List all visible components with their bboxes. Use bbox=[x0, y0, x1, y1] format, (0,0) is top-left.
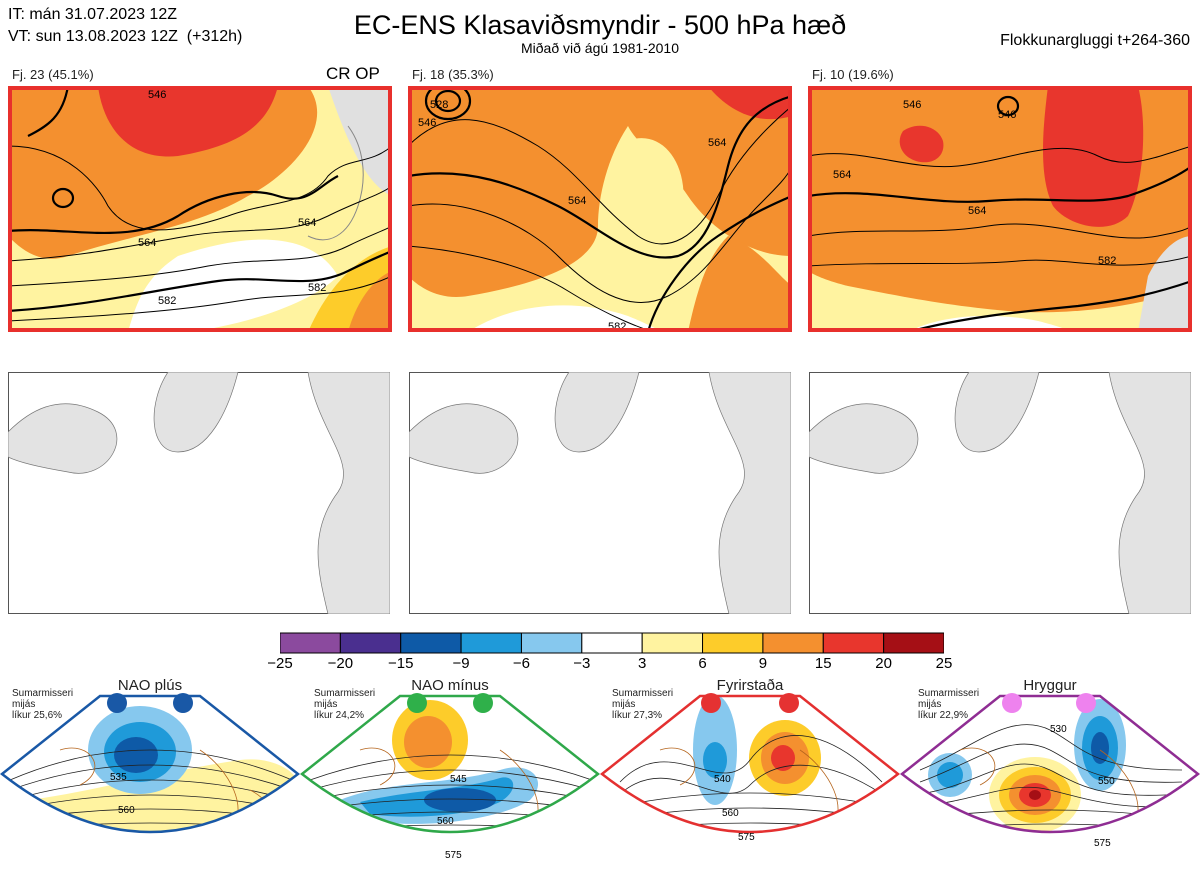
colorbar-tick-label: −20 bbox=[327, 655, 354, 672]
contour-label: 575 bbox=[1094, 838, 1111, 849]
regime-map-ridge: 530 550 575 bbox=[900, 693, 1200, 849]
contour-label: 535 bbox=[110, 772, 127, 783]
colorbar-cell bbox=[581, 632, 643, 654]
colorbar bbox=[280, 632, 944, 654]
regime-map-nao-plus: 535 560 bbox=[0, 693, 301, 834]
contour-label: 575 bbox=[738, 832, 755, 843]
cluster-2-label: Fj. 18 (35.3%) bbox=[412, 67, 494, 82]
colorbar-cell bbox=[883, 632, 944, 654]
contour-label: 582 bbox=[1098, 255, 1116, 267]
cluster-3-label: Fj. 10 (19.6%) bbox=[812, 67, 894, 82]
regime-4-note: Sumarmisseri mijás líkur 22,9% bbox=[918, 688, 980, 721]
page-subtitle: Miðað við ágú 1981-2010 bbox=[520, 40, 679, 56]
contour-label: 528 bbox=[430, 99, 448, 111]
empty-map-2 bbox=[409, 372, 791, 614]
colorbar-cell bbox=[702, 632, 764, 654]
contour-label: 546 bbox=[998, 109, 1016, 121]
header-dates: IT: mán 31.07.2023 12Z VT: sun 13.08.2023… bbox=[8, 4, 242, 48]
contour-label: 560 bbox=[437, 816, 454, 827]
contour-label: 546 bbox=[903, 99, 921, 111]
contour-label: 560 bbox=[722, 808, 739, 819]
cluster-1-label: Fj. 23 (45.1%) bbox=[12, 67, 94, 82]
regime-1-note: Sumarmisseri mijás líkur 25,6% bbox=[12, 688, 74, 721]
vt-line: VT: sun 13.08.2023 12Z (+312h) bbox=[8, 28, 243, 45]
contour-label: 582 bbox=[308, 282, 326, 294]
colorbar-tick-label: −25 bbox=[267, 655, 293, 672]
contour-label: 564 bbox=[968, 205, 986, 217]
regime-2-note: Sumarmisseri mijás líkur 24,2% bbox=[314, 688, 376, 721]
colorbar-cell bbox=[641, 632, 704, 654]
contour-label: 540 bbox=[714, 774, 731, 785]
contour-label: 564 bbox=[568, 195, 586, 207]
contour-label: 564 bbox=[138, 237, 156, 249]
colorbar-tick-label: −15 bbox=[387, 655, 414, 672]
it-line: IT: mán 31.07.2023 12Z bbox=[8, 6, 177, 23]
colorbar-tick-label: 3 bbox=[638, 655, 647, 672]
empty-map-3 bbox=[809, 372, 1191, 614]
colorbar-cell bbox=[762, 632, 824, 654]
contour-label: 550 bbox=[1098, 776, 1115, 787]
cluster-window: Flokkunargluggi t+264-360 bbox=[1000, 32, 1190, 49]
colorbar-tick-label: −6 bbox=[512, 655, 531, 672]
contour-label: 530 bbox=[1050, 724, 1067, 735]
colorbar-tick-label: 9 bbox=[758, 655, 768, 672]
contour-label: 582 bbox=[158, 295, 176, 307]
empty-map-1 bbox=[8, 372, 390, 614]
regime-4-title: Hryggur bbox=[1023, 677, 1077, 694]
cluster-1-tag: CR OP bbox=[326, 64, 380, 83]
cluster-map-2: 528 546 564 564 582 bbox=[408, 86, 792, 332]
cluster-map-3: 546 546 564 564 582 bbox=[808, 86, 1192, 332]
contour-label: 545 bbox=[450, 774, 467, 785]
regime-1-title: NAO plús bbox=[117, 677, 183, 694]
contour-label: 546 bbox=[148, 89, 166, 101]
colorbar-cell bbox=[520, 632, 583, 654]
contour-label: 564 bbox=[708, 137, 726, 149]
colorbar-cell bbox=[460, 632, 522, 654]
colorbar-cell bbox=[339, 632, 402, 654]
page-title: EC-ENS Klasaviðsmyndir - 500 hPa hæð bbox=[353, 10, 847, 40]
colorbar-cell bbox=[822, 632, 885, 654]
regime-map-nao-minus: 545 560 575 bbox=[300, 693, 601, 861]
colorbar-tick-label: 15 bbox=[814, 655, 832, 672]
colorbar-tick-label: 6 bbox=[698, 655, 707, 672]
regime-3-note: Sumarmisseri mijás líkur 27,3% bbox=[612, 688, 674, 721]
regime-2-title: NAO mínus bbox=[411, 677, 489, 694]
contour-label: 582 bbox=[608, 321, 626, 332]
cluster-map-1: 564 582 582 564 546 bbox=[8, 86, 392, 332]
contour-label: 564 bbox=[833, 169, 851, 181]
regime-3-title: Fyrirstaða bbox=[716, 677, 784, 694]
contour-label: 575 bbox=[445, 850, 462, 861]
colorbar-cell bbox=[280, 632, 341, 654]
colorbar-tick-label: 20 bbox=[875, 655, 892, 672]
contour-label: 546 bbox=[418, 117, 436, 129]
contour-label: 560 bbox=[118, 805, 135, 816]
colorbar-tick-label: 25 bbox=[935, 655, 953, 672]
colorbar-tick-label: −3 bbox=[573, 655, 591, 672]
colorbar-cell bbox=[400, 632, 462, 654]
regime-map-blocking: 540 560 575 bbox=[600, 693, 901, 843]
colorbar-tick-label: −9 bbox=[452, 655, 470, 672]
contour-label: 564 bbox=[298, 217, 316, 229]
